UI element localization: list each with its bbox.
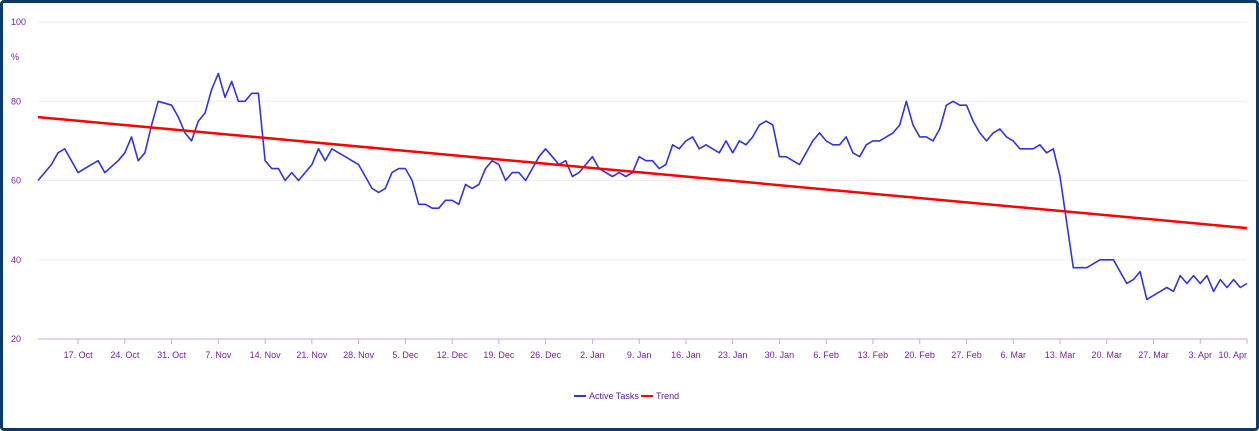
- x-tick-label: 5. Dec: [392, 350, 419, 360]
- x-tick-label: 24. Oct: [110, 350, 140, 360]
- y-unit-label: %: [11, 52, 19, 62]
- x-tick-label: 10. Apr: [1218, 350, 1247, 360]
- x-tick-label: 23. Jan: [718, 350, 748, 360]
- x-tick-label: 13. Feb: [858, 350, 889, 360]
- x-tick-label: 19. Dec: [483, 350, 515, 360]
- grid: [38, 21, 1247, 261]
- y-tick-label: 80: [11, 96, 21, 106]
- x-tick-label: 16. Jan: [671, 350, 701, 360]
- legend[interactable]: Active Tasks Trend: [574, 391, 679, 401]
- legend-label-trend[interactable]: Trend: [656, 391, 679, 401]
- x-tick-label: 2. Jan: [580, 350, 605, 360]
- x-tick-label: 7. Nov: [205, 350, 232, 360]
- x-tick-label: 17. Oct: [64, 350, 94, 360]
- series-layer: [37, 72, 1248, 301]
- x-tick-label: 6. Mar: [1000, 350, 1026, 360]
- y-tick-label: 40: [11, 255, 21, 265]
- y-tick-label: 60: [11, 176, 21, 186]
- x-tick-label: 27. Mar: [1138, 350, 1169, 360]
- x-tick-label: 30. Jan: [765, 350, 795, 360]
- x-tick-label: 9. Jan: [627, 350, 652, 360]
- x-tick-label: 14. Nov: [250, 350, 282, 360]
- y-axis: % 20 40 60 80 100: [11, 17, 26, 344]
- x-axis: 17. Oct 24. Oct 31. Oct 7. Nov 14. Nov 21. No…: [38, 338, 1248, 360]
- x-tick-label: 21. Nov: [296, 350, 328, 360]
- x-tick-label: 3. Apr: [1188, 350, 1212, 360]
- x-tick-label: 28. Nov: [343, 350, 375, 360]
- series-line-active-tasks[interactable]: [37, 72, 1248, 301]
- x-tick-label: 27. Feb: [951, 350, 982, 360]
- x-tick-label: 20. Feb: [904, 350, 935, 360]
- legend-label-active-tasks[interactable]: Active Tasks: [589, 391, 639, 401]
- y-tick-label: 100: [11, 17, 26, 27]
- x-tick-label: 6. Feb: [813, 350, 839, 360]
- x-tick-label: 20. Mar: [1091, 350, 1122, 360]
- x-tick-label: 12. Dec: [437, 350, 469, 360]
- x-tick-label: 13. Mar: [1045, 350, 1076, 360]
- x-tick-label: 26. Dec: [530, 350, 562, 360]
- y-tick-label: 20: [11, 334, 21, 344]
- series-line-trend[interactable]: [37, 115, 1248, 230]
- x-tick-label: 31. Oct: [157, 350, 187, 360]
